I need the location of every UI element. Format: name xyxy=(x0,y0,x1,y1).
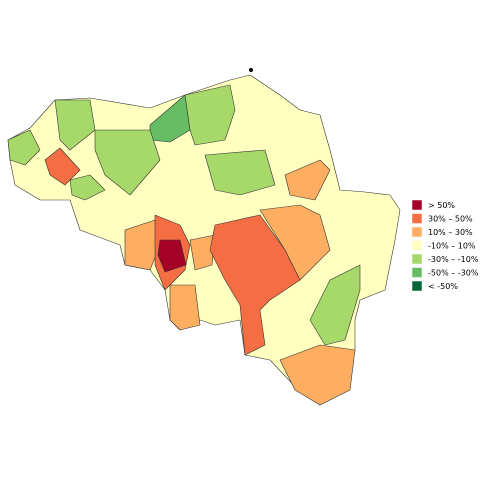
legend-label: < -50% xyxy=(428,282,458,291)
region xyxy=(309,264,361,346)
enclave xyxy=(249,68,253,72)
legend-label: 30% – 50% xyxy=(428,215,473,224)
region xyxy=(284,159,331,201)
region xyxy=(169,284,201,331)
regions xyxy=(7,68,401,406)
legend-swatch xyxy=(411,226,423,238)
legend-swatch xyxy=(411,240,423,251)
legend: > 50% 30% – 50% 10% – 30% -10% – 10% -30% – … xyxy=(411,199,479,292)
legend-swatch xyxy=(411,280,423,292)
legend-swatch xyxy=(411,253,423,265)
region xyxy=(184,84,236,146)
region xyxy=(7,129,41,166)
legend-swatch xyxy=(411,199,423,211)
legend-label: -30% – -10% xyxy=(428,255,479,264)
region xyxy=(209,214,301,356)
legend-label: -50% – -30% xyxy=(428,269,479,278)
region xyxy=(94,129,161,196)
legend-swatch xyxy=(411,267,423,278)
legend-label: -10% – 10% xyxy=(428,242,476,251)
region xyxy=(69,174,106,201)
region xyxy=(189,234,216,271)
region xyxy=(44,147,81,186)
legend-label: 10% – 30% xyxy=(428,228,473,237)
legend-swatch xyxy=(411,213,423,224)
region xyxy=(279,344,356,406)
region xyxy=(157,239,187,273)
legend-label: > 50% xyxy=(428,201,455,210)
region xyxy=(204,149,276,196)
region xyxy=(54,99,96,151)
